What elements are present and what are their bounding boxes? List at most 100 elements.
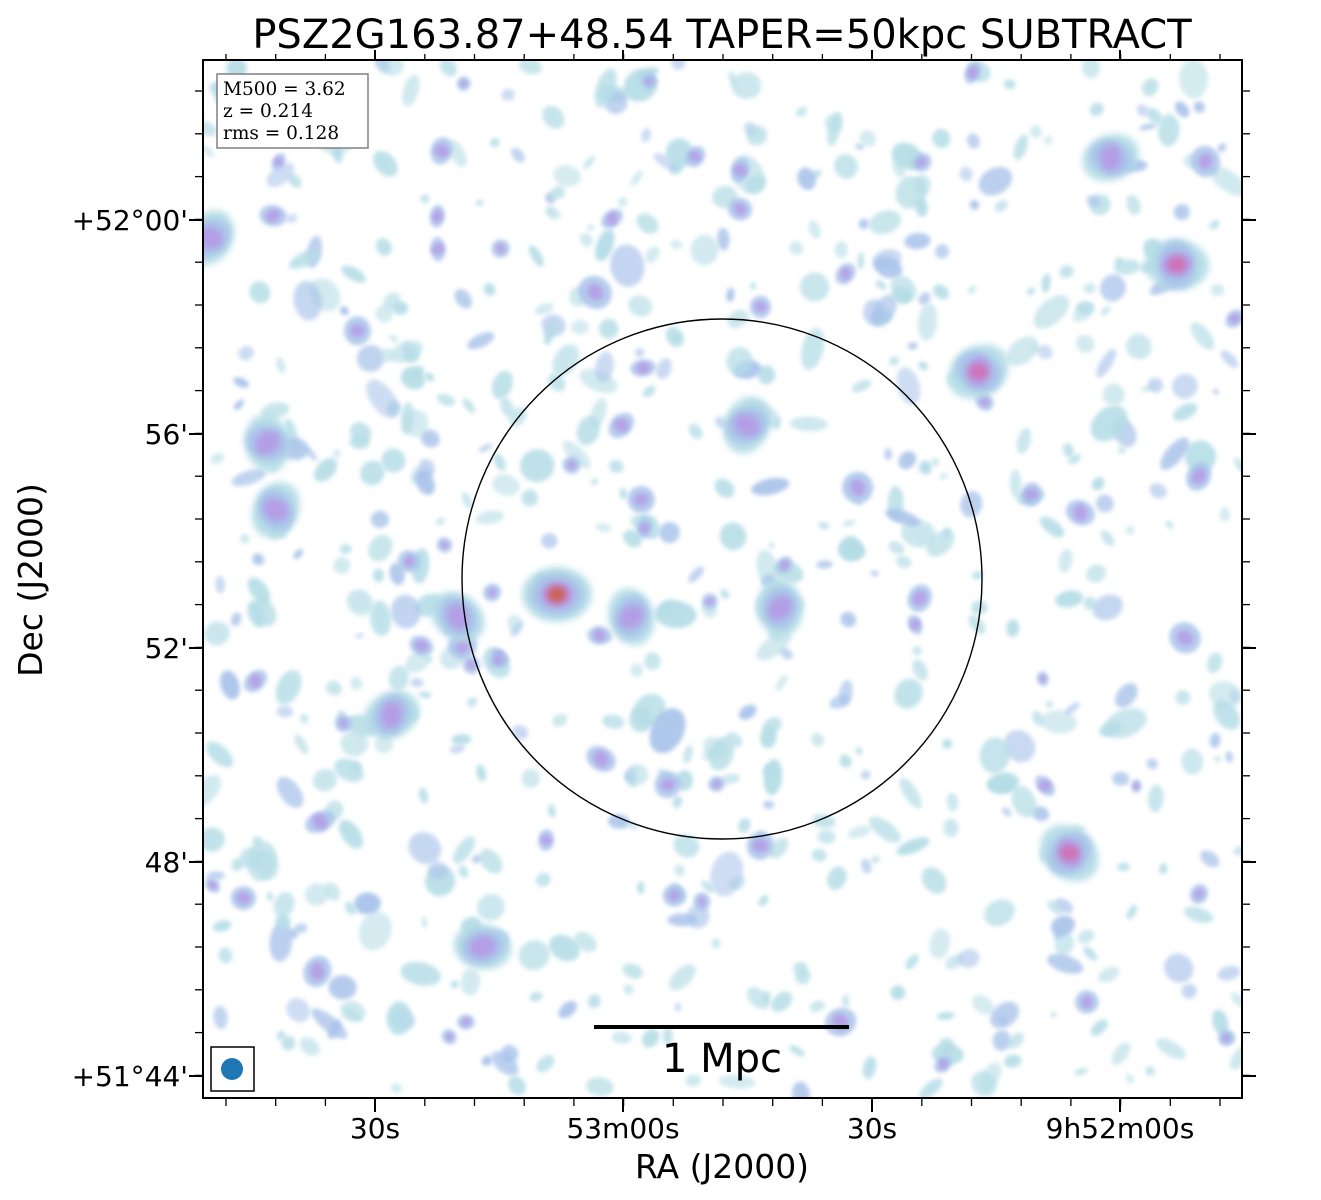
noise-speckle <box>1009 469 1022 499</box>
noise-speckle <box>934 244 950 259</box>
noise-patch-core <box>645 77 653 86</box>
noise-speckle <box>344 901 357 915</box>
noise-speckle <box>642 385 656 398</box>
noise-speckle <box>761 991 771 1005</box>
noise-speckle <box>1058 548 1073 573</box>
noise-speckle <box>1043 135 1053 145</box>
noise-speckle <box>249 281 271 304</box>
noise-speckle <box>529 991 543 1002</box>
noise-patch-core <box>587 284 604 301</box>
noise-speckle <box>918 292 931 305</box>
noise-speckle <box>792 1081 811 1098</box>
noise-patch-core <box>207 881 218 890</box>
noise-speckle <box>841 994 850 1008</box>
noise-speckle <box>1225 751 1234 763</box>
noise-speckle <box>579 232 593 247</box>
noise-speckle <box>475 200 484 206</box>
noise-patch-core <box>752 839 769 853</box>
noise-speckle <box>340 730 369 757</box>
noise-speckle <box>293 549 303 559</box>
source-mid <box>380 701 403 729</box>
noise-speckle <box>203 145 215 158</box>
noise-speckle <box>454 289 473 309</box>
noise-speckle <box>1173 204 1190 221</box>
noise-speckle <box>218 947 233 964</box>
noise-speckle <box>447 139 467 167</box>
noise-speckle <box>969 199 980 210</box>
noise-speckle <box>231 468 267 487</box>
noise-speckle <box>595 351 614 383</box>
noise-speckle <box>671 60 686 71</box>
noise-speckle <box>607 814 630 829</box>
noise-speckle <box>688 423 703 440</box>
noise-speckle <box>419 458 435 476</box>
noise-speckle <box>816 560 833 569</box>
noise-speckle <box>930 457 940 467</box>
noise-speckle <box>389 334 398 343</box>
noise-speckle <box>491 370 513 400</box>
noise-speckle <box>994 200 1009 212</box>
noise-speckle <box>972 571 984 580</box>
noise-speckle <box>946 792 959 812</box>
noise-speckle <box>859 129 877 147</box>
noise-speckle <box>979 737 1010 774</box>
noise-patch-core <box>734 202 746 216</box>
noise-speckle <box>1095 494 1114 513</box>
noise-speckle <box>810 732 824 747</box>
noise-speckle <box>840 611 857 628</box>
noise-speckle <box>933 284 949 300</box>
noise-speckle <box>266 892 274 902</box>
noise-speckle <box>1050 1011 1057 1018</box>
noise-speckle <box>1156 1038 1186 1059</box>
noise-patch-core <box>496 243 505 254</box>
noise-speckle <box>1031 806 1050 822</box>
noise-speckle <box>402 345 420 363</box>
noise-speckle <box>1050 915 1075 937</box>
noise-speckle <box>1114 257 1124 266</box>
noise-speckle <box>231 612 242 627</box>
noise-speckle <box>583 155 595 169</box>
noise-speckle <box>300 713 309 724</box>
noise-speckle <box>899 777 922 809</box>
noise-speckle <box>467 332 495 350</box>
noise-speckle <box>1001 807 1012 817</box>
noise-speckle <box>685 1074 702 1087</box>
noise-speckle <box>645 246 660 264</box>
noise-patch-core <box>414 640 429 652</box>
noise-speckle <box>1125 1073 1135 1084</box>
noise-patch-core <box>567 460 576 470</box>
noise-speckle <box>1011 785 1037 818</box>
noise-speckle <box>1206 652 1223 674</box>
noise-speckle <box>203 121 218 137</box>
noise-speckle <box>1013 134 1028 161</box>
noise-speckle <box>1115 683 1138 708</box>
noise-speckle <box>548 934 580 962</box>
noise-speckle <box>276 357 286 374</box>
noise-speckle <box>370 510 389 529</box>
noise-patch-core <box>780 560 789 571</box>
noise-speckle <box>360 460 385 486</box>
noise-speckle <box>1209 681 1242 709</box>
noise-speckle <box>390 594 421 629</box>
noise-speckle <box>919 1078 943 1098</box>
noise-patch-core <box>593 750 609 768</box>
noise-speckle <box>834 241 848 259</box>
noise-speckle <box>719 522 747 551</box>
noise-speckle <box>1006 619 1020 638</box>
y-tick-label-56: 56' <box>145 418 188 451</box>
noise-speckle <box>375 304 394 323</box>
noise-speckle <box>558 1000 577 1019</box>
noise-speckle <box>553 165 581 187</box>
noise-speckle <box>907 342 918 350</box>
noise-patch-core <box>540 835 552 846</box>
noise-patch-core <box>440 541 449 549</box>
noise-speckle <box>439 60 457 77</box>
noise-patch-core <box>593 628 605 642</box>
noise-patch-core <box>1191 468 1207 484</box>
source-peak <box>548 587 565 602</box>
noise-speckle <box>276 1030 286 1040</box>
noise-patch-core <box>1221 1034 1231 1042</box>
emission-map <box>203 60 1242 1098</box>
noise-speckle <box>959 166 973 182</box>
